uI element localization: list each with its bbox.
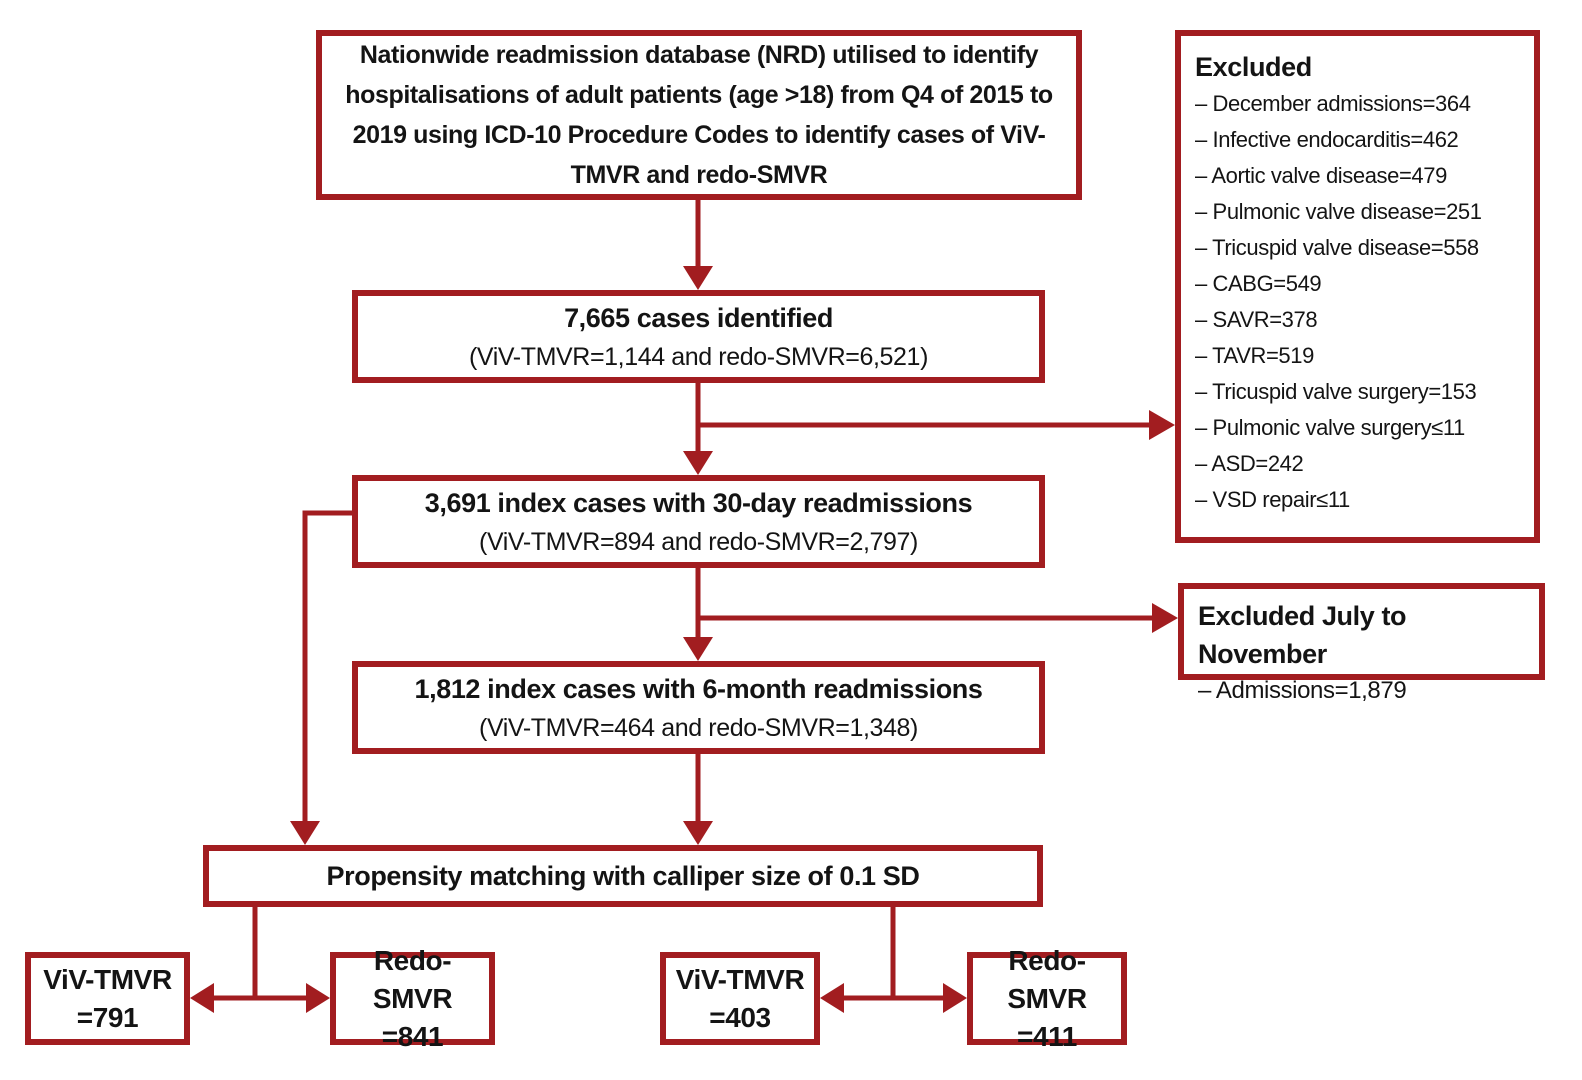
outcome-box-redo-smvr-841: Redo-SMVR =841 [330, 945, 495, 1052]
excluded-list-item: – TAVR=519 [1195, 343, 1314, 368]
readmissions-6month-line1: 1,812 index cases with 6-month readmissi… [414, 673, 983, 704]
outcome-count: =791 [76, 1001, 139, 1033]
outcome-count: =841 [381, 1020, 444, 1052]
arrow-propensity-to-left-pair [190, 905, 330, 1013]
arrow-propensity-to-right-pair [820, 905, 967, 1013]
outcome-label: ViV-TMVR [675, 963, 805, 995]
arrow-30day-to-6month [683, 566, 713, 661]
excluded-list-item: – Tricuspid valve disease=558 [1195, 235, 1479, 260]
excluded-list-item: – Pulmonic valve surgery≤11 [1195, 415, 1465, 440]
arrow-branch-to-excluded-july [698, 603, 1178, 633]
source-box-text: Nationwide readmission database (NRD) ut… [345, 41, 1053, 189]
excluded-list-item: – Pulmonic valve disease=251 [1195, 199, 1482, 224]
excluded-box: Excluded – December admissions=364 – Inf… [1175, 30, 1540, 543]
outcome-count: =411 [1017, 1020, 1077, 1052]
excluded-list-item: – December admissions=364 [1195, 91, 1471, 116]
excluded-july-title: Excluded July to November [1198, 601, 1407, 669]
readmissions-6month-box: 1,812 index cases with 6-month readmissi… [352, 661, 1045, 754]
excluded-july-box: Excluded July to November – Admissions=1… [1178, 583, 1545, 704]
readmissions-30day-box: 3,691 index cases with 30-day readmissio… [352, 475, 1045, 568]
outcome-count: =403 [709, 1001, 771, 1033]
excluded-list-item: – Aortic valve disease=479 [1195, 163, 1447, 188]
readmissions-30day-line1: 3,691 index cases with 30-day readmissio… [424, 487, 973, 518]
arrow-30day-to-propensity [290, 510, 352, 845]
outcome-box-viv-tmvr-791: ViV-TMVR =791 [25, 952, 190, 1045]
readmissions-30day-line2: (ViV-TMVR=894 and redo-SMVR=2,797) [479, 527, 918, 556]
excluded-list-item: – SAVR=378 [1195, 307, 1318, 332]
excluded-list: – December admissions=364 – Infective en… [1195, 86, 1520, 518]
cases-identified-box: 7,665 cases identified (ViV-TMVR=1,144 a… [352, 290, 1045, 383]
arrow-branch-to-excluded [698, 410, 1175, 440]
excluded-box-title: Excluded [1195, 52, 1312, 82]
cases-identified-line1: 7,665 cases identified [564, 302, 833, 333]
readmissions-6month-line2: (ViV-TMVR=464 and redo-SMVR=1,348) [479, 713, 918, 742]
outcome-label: Redo-SMVR [372, 944, 453, 1014]
source-box: Nationwide readmission database (NRD) ut… [316, 30, 1082, 200]
excluded-july-list: – Admissions=1,879 [1198, 673, 1525, 709]
outcome-label: ViV-TMVR [43, 963, 172, 995]
cases-identified-line2: (ViV-TMVR=1,144 and redo-SMVR=6,521) [469, 342, 928, 371]
excluded-list-item: – Tricuspid valve surgery=153 [1195, 379, 1477, 404]
outcome-label: Redo-SMVR [1007, 944, 1087, 1014]
excluded-july-list-item: – Admissions=1,879 [1198, 677, 1407, 704]
excluded-list-item: – VSD repair≤11 [1195, 487, 1350, 512]
excluded-list-item: – ASD=242 [1195, 451, 1304, 476]
outcome-box-redo-smvr-411: Redo-SMVR =411 [967, 945, 1127, 1052]
arrow-cases-to-30day [683, 381, 713, 475]
propensity-matching-text: Propensity matching with calliper size o… [326, 861, 920, 891]
arrow-6month-to-propensity [683, 752, 713, 845]
arrow-source-to-cases [683, 198, 713, 290]
propensity-matching-box: Propensity matching with calliper size o… [203, 845, 1043, 907]
outcome-box-viv-tmvr-403: ViV-TMVR =403 [660, 952, 820, 1045]
excluded-list-item: – Infective endocarditis=462 [1195, 127, 1459, 152]
excluded-list-item: – CABG=549 [1195, 271, 1322, 296]
